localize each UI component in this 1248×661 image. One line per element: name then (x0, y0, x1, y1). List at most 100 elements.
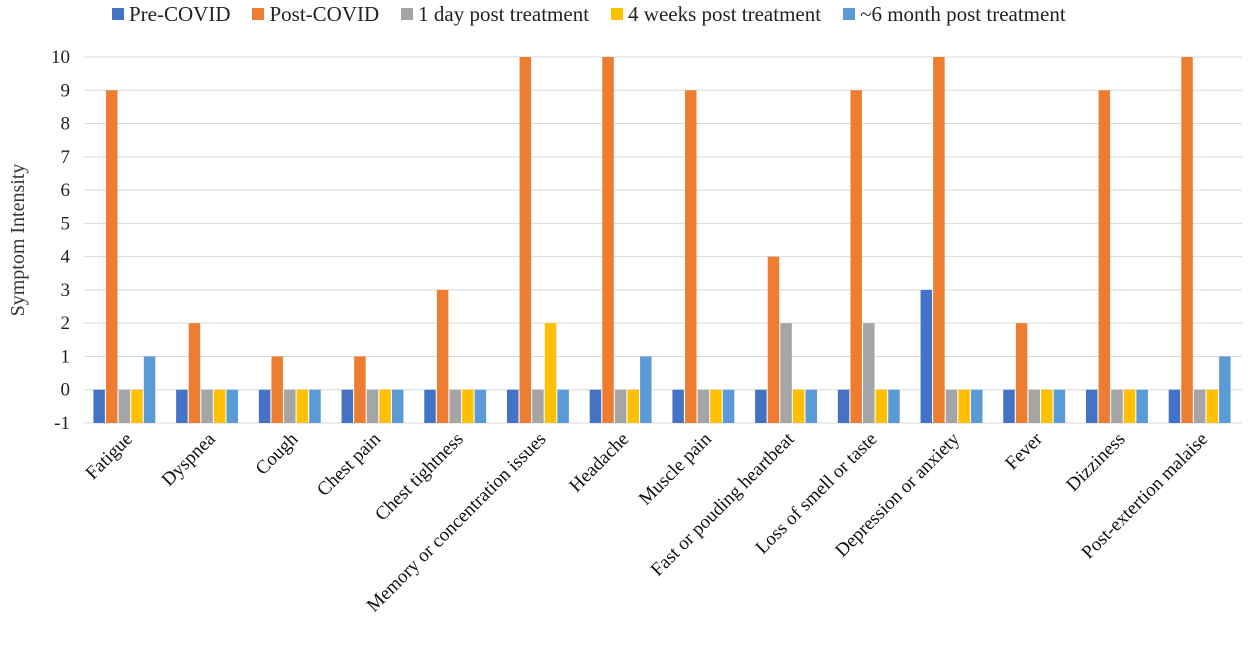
bar (1136, 389, 1148, 423)
bar (271, 356, 283, 423)
legend-swatch (611, 8, 624, 20)
bar (436, 289, 449, 423)
bar (226, 389, 239, 423)
bar (1193, 389, 1206, 423)
bar (284, 389, 296, 423)
y-tick-label: 5 (61, 213, 71, 234)
legend-label: 4 weeks post treatment (628, 1, 822, 26)
legend-label: Post-COVID (269, 1, 380, 26)
y-tick-label: 4 (61, 247, 71, 268)
bar (875, 389, 888, 423)
x-category-label: Cough (252, 428, 303, 479)
bar (296, 389, 309, 423)
y-tick-label: 8 (61, 114, 71, 135)
bar (1028, 389, 1040, 423)
bar (506, 389, 519, 423)
bar (258, 389, 271, 423)
bar (602, 57, 614, 423)
bar (201, 389, 213, 423)
legend-label: 1 day post treatment (418, 1, 590, 26)
bar (354, 356, 366, 423)
bar (93, 389, 105, 423)
legend-item: Pre-COVID (112, 2, 230, 27)
bar (188, 323, 201, 423)
bar (672, 389, 684, 423)
x-category-label: Memory or concentration issues (363, 429, 551, 617)
x-category-label: Headache (565, 429, 633, 497)
bar (424, 389, 436, 423)
bar (1123, 389, 1136, 423)
x-category-label: Dyspnea (158, 428, 220, 490)
bar (106, 90, 118, 423)
x-category-label: Dizziness (1062, 429, 1129, 496)
legend-item: 4 weeks post treatment (611, 2, 821, 27)
bar (176, 389, 188, 423)
x-category-label: Muscle pain (635, 428, 716, 509)
bar (1015, 323, 1028, 423)
legend-swatch (843, 8, 856, 20)
bar (1003, 389, 1015, 423)
bar (1098, 90, 1111, 423)
y-tick-label: 0 (61, 380, 71, 401)
bar (1219, 356, 1231, 423)
bar (780, 323, 792, 423)
x-category-label: Fatigue (82, 429, 137, 484)
legend-swatch (252, 8, 265, 20)
bar (888, 389, 900, 423)
bar (1206, 389, 1218, 423)
bar (920, 289, 933, 423)
y-tick-label: 2 (61, 313, 71, 334)
bar (1053, 389, 1066, 423)
bar (1168, 389, 1181, 423)
legend-label: ~6 month post treatment (860, 1, 1066, 26)
bar (685, 90, 697, 423)
bar (474, 389, 487, 423)
x-category-label: Chest pain (313, 428, 385, 500)
bar (767, 256, 780, 423)
y-tick-label: 6 (61, 180, 71, 201)
legend-item: Post-COVID (252, 2, 379, 27)
bar (589, 389, 602, 423)
bar (1085, 389, 1098, 423)
bar (1111, 389, 1123, 423)
bar (755, 389, 767, 423)
bar (519, 57, 532, 423)
bar (1181, 57, 1193, 423)
y-tick-label: 1 (61, 346, 71, 367)
bar (697, 389, 710, 423)
legend: Pre-COVID Post-COVID 1 day post treatment 4… (112, 1, 1088, 27)
bar (143, 356, 156, 423)
bar (933, 57, 945, 423)
bar (462, 389, 474, 423)
bar (544, 323, 557, 423)
y-tick-label: 10 (51, 47, 70, 68)
bar (366, 389, 379, 423)
bar (958, 389, 970, 423)
bars (93, 57, 1231, 423)
legend-item: 1 day post treatment (401, 2, 589, 27)
bar (945, 389, 958, 423)
bar (640, 356, 652, 423)
y-tick-label: 7 (61, 147, 71, 168)
bar (131, 389, 143, 423)
bar (532, 389, 544, 423)
legend-swatch (112, 8, 124, 20)
bar (837, 389, 850, 423)
gridlines (84, 56, 1242, 424)
bar (614, 389, 627, 423)
bar (379, 389, 391, 423)
bar (449, 389, 461, 423)
bar (970, 389, 983, 423)
bar (309, 389, 321, 423)
bar (118, 389, 131, 423)
y-tick-label: 9 (61, 80, 71, 101)
bar (557, 389, 569, 423)
y-axis-ticks: -1 0 1 2 3 4 5 6 7 8 9 10 (51, 47, 71, 434)
y-axis-label: Symptom Intensity (7, 164, 29, 317)
y-tick-label: -1 (54, 413, 70, 434)
x-category-label: Fever (1001, 428, 1047, 474)
legend-item: ~6 month post treatment (843, 2, 1066, 27)
bar (722, 389, 735, 423)
